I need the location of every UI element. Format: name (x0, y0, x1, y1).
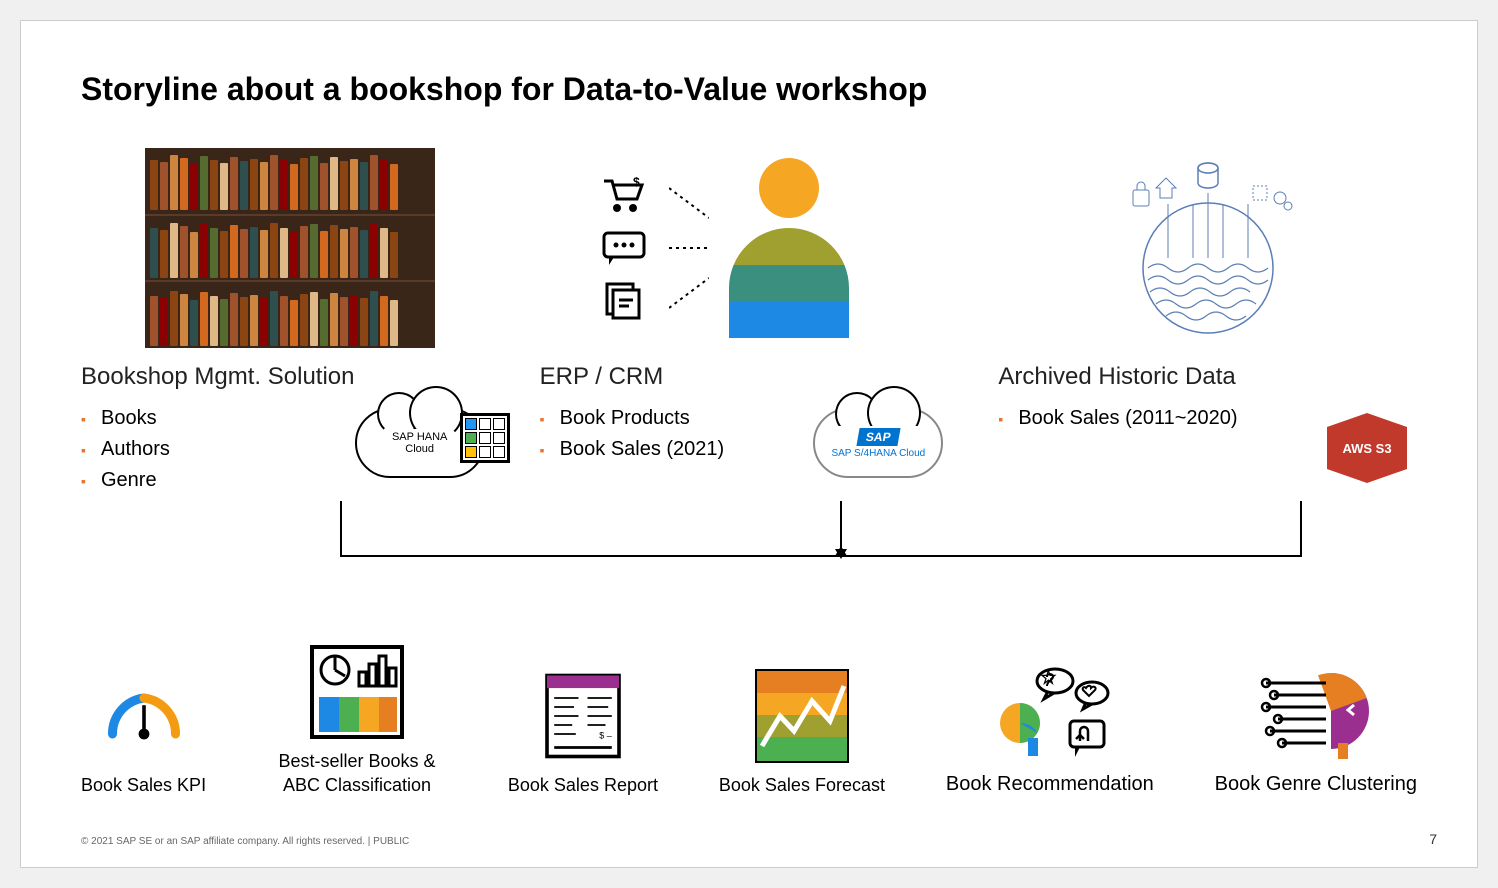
archive-bullets: Book Sales (2011~2020) (998, 403, 1302, 434)
dotted-lines-icon (669, 163, 709, 333)
card-label: Book Recommendation (946, 771, 1154, 797)
erp-bullets: Book Products Book Sales (2021) (540, 403, 784, 465)
card-reco: Book Recommendation (946, 663, 1154, 797)
report-icon: $ – (538, 666, 628, 766)
bookshelf-image (81, 148, 500, 348)
bullet-item: Genre (81, 465, 325, 496)
card-label: Best-seller Books & ABC Classification (267, 750, 447, 797)
cart-icon: $ (599, 176, 649, 216)
clustering-icon (1256, 663, 1376, 763)
card-label: Book Genre Clustering (1215, 771, 1417, 797)
chat-icon (599, 228, 649, 268)
bookshop-bullets: Books Authors Genre (81, 403, 325, 496)
hana-cloud-badge: SAP HANA Cloud (340, 403, 500, 483)
connector-arrows (81, 501, 1459, 581)
s4hana-cloud-badge: SAP SAP S/4HANA Cloud (798, 403, 958, 483)
dashboard-icon (307, 642, 407, 742)
page-title: Storyline about a bookshop for Data-to-V… (81, 71, 1417, 108)
svg-text:$ –: $ – (599, 730, 612, 740)
card-kpi: Book Sales KPI (81, 666, 206, 797)
page-number: 7 (1429, 831, 1437, 847)
document-icon (599, 280, 649, 320)
aws-cube-icon: AWS S3 (1327, 413, 1407, 483)
bullet-item: Authors (81, 434, 325, 465)
bookshelf (145, 148, 435, 348)
card-label: Book Sales KPI (81, 774, 206, 797)
card-forecast: Book Sales Forecast (719, 666, 885, 797)
archive-image (998, 148, 1417, 348)
shelf-row-3 (145, 286, 435, 346)
slide: Storyline about a bookshop for Data-to-V… (20, 20, 1478, 868)
shelf-row-2 (145, 218, 435, 278)
erp-image: $ (540, 148, 959, 348)
sap-logo: SAP (856, 428, 900, 446)
table-grid-icon (460, 413, 510, 463)
aws-s3-badge: AWS S3 (1317, 403, 1417, 493)
hana-label-2: Cloud (405, 443, 434, 455)
bullet-item: Books (81, 403, 325, 434)
bottom-row: Book Sales KPI Best (81, 642, 1417, 797)
top-row: Bookshop Mgmt. Solution Books Authors Ge… (81, 148, 1417, 498)
card-label: Book Sales Report (508, 774, 658, 797)
bullet-item: Book Products (540, 403, 784, 434)
hana-label-1: SAP HANA (392, 431, 447, 443)
aws-label: AWS S3 (1342, 441, 1391, 456)
col-bookshop: Bookshop Mgmt. Solution Books Authors Ge… (81, 148, 500, 498)
shelf-row-1 (145, 150, 435, 210)
card-label: Book Sales Forecast (719, 774, 885, 797)
s4hana-label: SAP S/4HANA Cloud (831, 448, 925, 459)
datalake-icon (1108, 158, 1308, 338)
recommendation-icon (980, 663, 1120, 763)
forecast-icon (752, 666, 852, 766)
gauge-icon (99, 671, 189, 761)
erp-icon-stack: $ (599, 176, 649, 320)
card-abc: Best-seller Books & ABC Classification (267, 642, 447, 797)
footer-copyright: © 2021 SAP SE or an SAP affiliate compan… (81, 836, 409, 847)
col-erp: $ (540, 148, 959, 498)
svg-text:$: $ (633, 176, 640, 189)
card-report: $ – Book Sales Report (508, 666, 658, 797)
person-icon (729, 158, 849, 338)
bullet-item: Book Sales (2021) (540, 434, 784, 465)
col-archive: Archived Historic Data Book Sales (2011~… (998, 148, 1417, 498)
bullet-item: Book Sales (2011~2020) (998, 403, 1302, 434)
card-cluster: Book Genre Clustering (1215, 663, 1417, 797)
archive-heading: Archived Historic Data (998, 363, 1417, 391)
cloud-icon: SAP SAP S/4HANA Cloud (813, 408, 943, 478)
